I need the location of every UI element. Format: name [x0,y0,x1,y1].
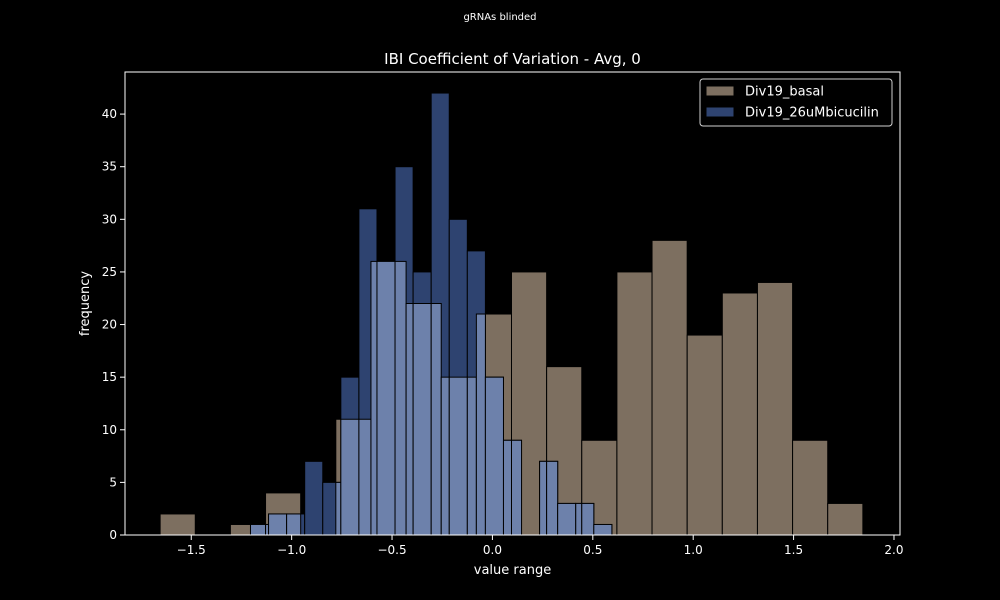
x-axis-label: value range [474,563,551,578]
overlap-bar-19 [510,439,523,536]
overlap-bar-14 [448,376,468,536]
x-tick-label: −1.0 [277,543,306,557]
bar-basal-13 [686,334,723,536]
legend-swatch-basal [705,85,735,97]
overlap-bar-17 [484,376,504,536]
overlap-bars [249,260,613,536]
y-tick-label: 25 [102,265,117,279]
bar-basal-0 [159,513,196,536]
overlap-bar-24 [581,502,595,536]
legend-label-basal: Div19_basal [745,85,824,100]
y-axis: 0 5 10 15 20 25 30 35 40 [102,107,125,542]
y-tick-label: 30 [102,212,117,226]
plot-frame [124,71,901,536]
x-tick-label: −1.5 [177,543,206,557]
bar-basal-16 [792,439,829,536]
bar-basal-11 [616,271,653,536]
x-tick-label: 2.0 [884,543,903,557]
overlap-bar-25 [593,523,613,536]
legend-swatch-bicucilin [705,106,735,118]
overlap-bar-15 [466,376,477,536]
overlap-bar-9 [394,260,407,536]
overlap-bar-11 [412,303,432,536]
overlap-bar-7 [370,260,378,536]
x-axis: −1.5 −1.0 −0.5 0.0 0.5 1.0 1.5 2.0 [177,535,904,557]
overlap-bar-23 [575,502,583,536]
x-tick-label: 0.0 [483,543,502,557]
bar-basal-17 [827,502,864,536]
y-tick-label: 40 [102,107,117,121]
overlap-bar-22 [557,502,577,536]
bar-basal-15 [756,281,794,536]
overlap-bar-0 [249,523,267,536]
y-tick-label: 15 [102,370,117,384]
overlap-bar-4 [335,481,342,536]
y-tick-label: 0 [109,528,117,542]
overlap-bar-21 [546,460,559,536]
legend: Div19_basal Div19_26uMbicucilin [699,78,893,127]
overlap-bar-18 [502,439,512,536]
overlap-bar-3 [286,513,302,536]
overlap-bar-2 [268,513,288,536]
overlap-bar-10 [405,303,414,536]
y-tick-label: 35 [102,160,117,174]
x-tick-label: −0.5 [377,543,406,557]
x-tick-label: 0.5 [583,543,602,557]
y-tick-label: 5 [109,475,117,489]
overlap-bar-5 [340,418,360,536]
y-tick-label: 10 [102,423,117,437]
overlap-bar-20 [539,460,548,536]
bar-bicucilin-3 [304,460,324,536]
overlap-bar-6 [358,418,372,536]
legend-label-bicucilin: Div19_26uMbicucilin [745,106,879,121]
overlap-bar-12 [430,303,442,536]
x-tick-label: 1.5 [784,543,803,557]
overlap-bar-16 [475,313,486,536]
legend-frame [699,78,893,127]
bar-basal-12 [651,239,688,536]
figure-suptitle: gRNAs blinded [463,12,536,23]
chart-title: IBI Coefficient of Variation - Avg, 0 [384,50,641,68]
overlap-bar-8 [376,260,396,536]
y-tick-label: 20 [102,318,117,332]
bar-basal-14 [721,292,758,536]
y-axis-label: frequency [78,271,93,337]
overlap-bar-13 [440,376,450,536]
x-tick-label: 1.0 [684,543,703,557]
